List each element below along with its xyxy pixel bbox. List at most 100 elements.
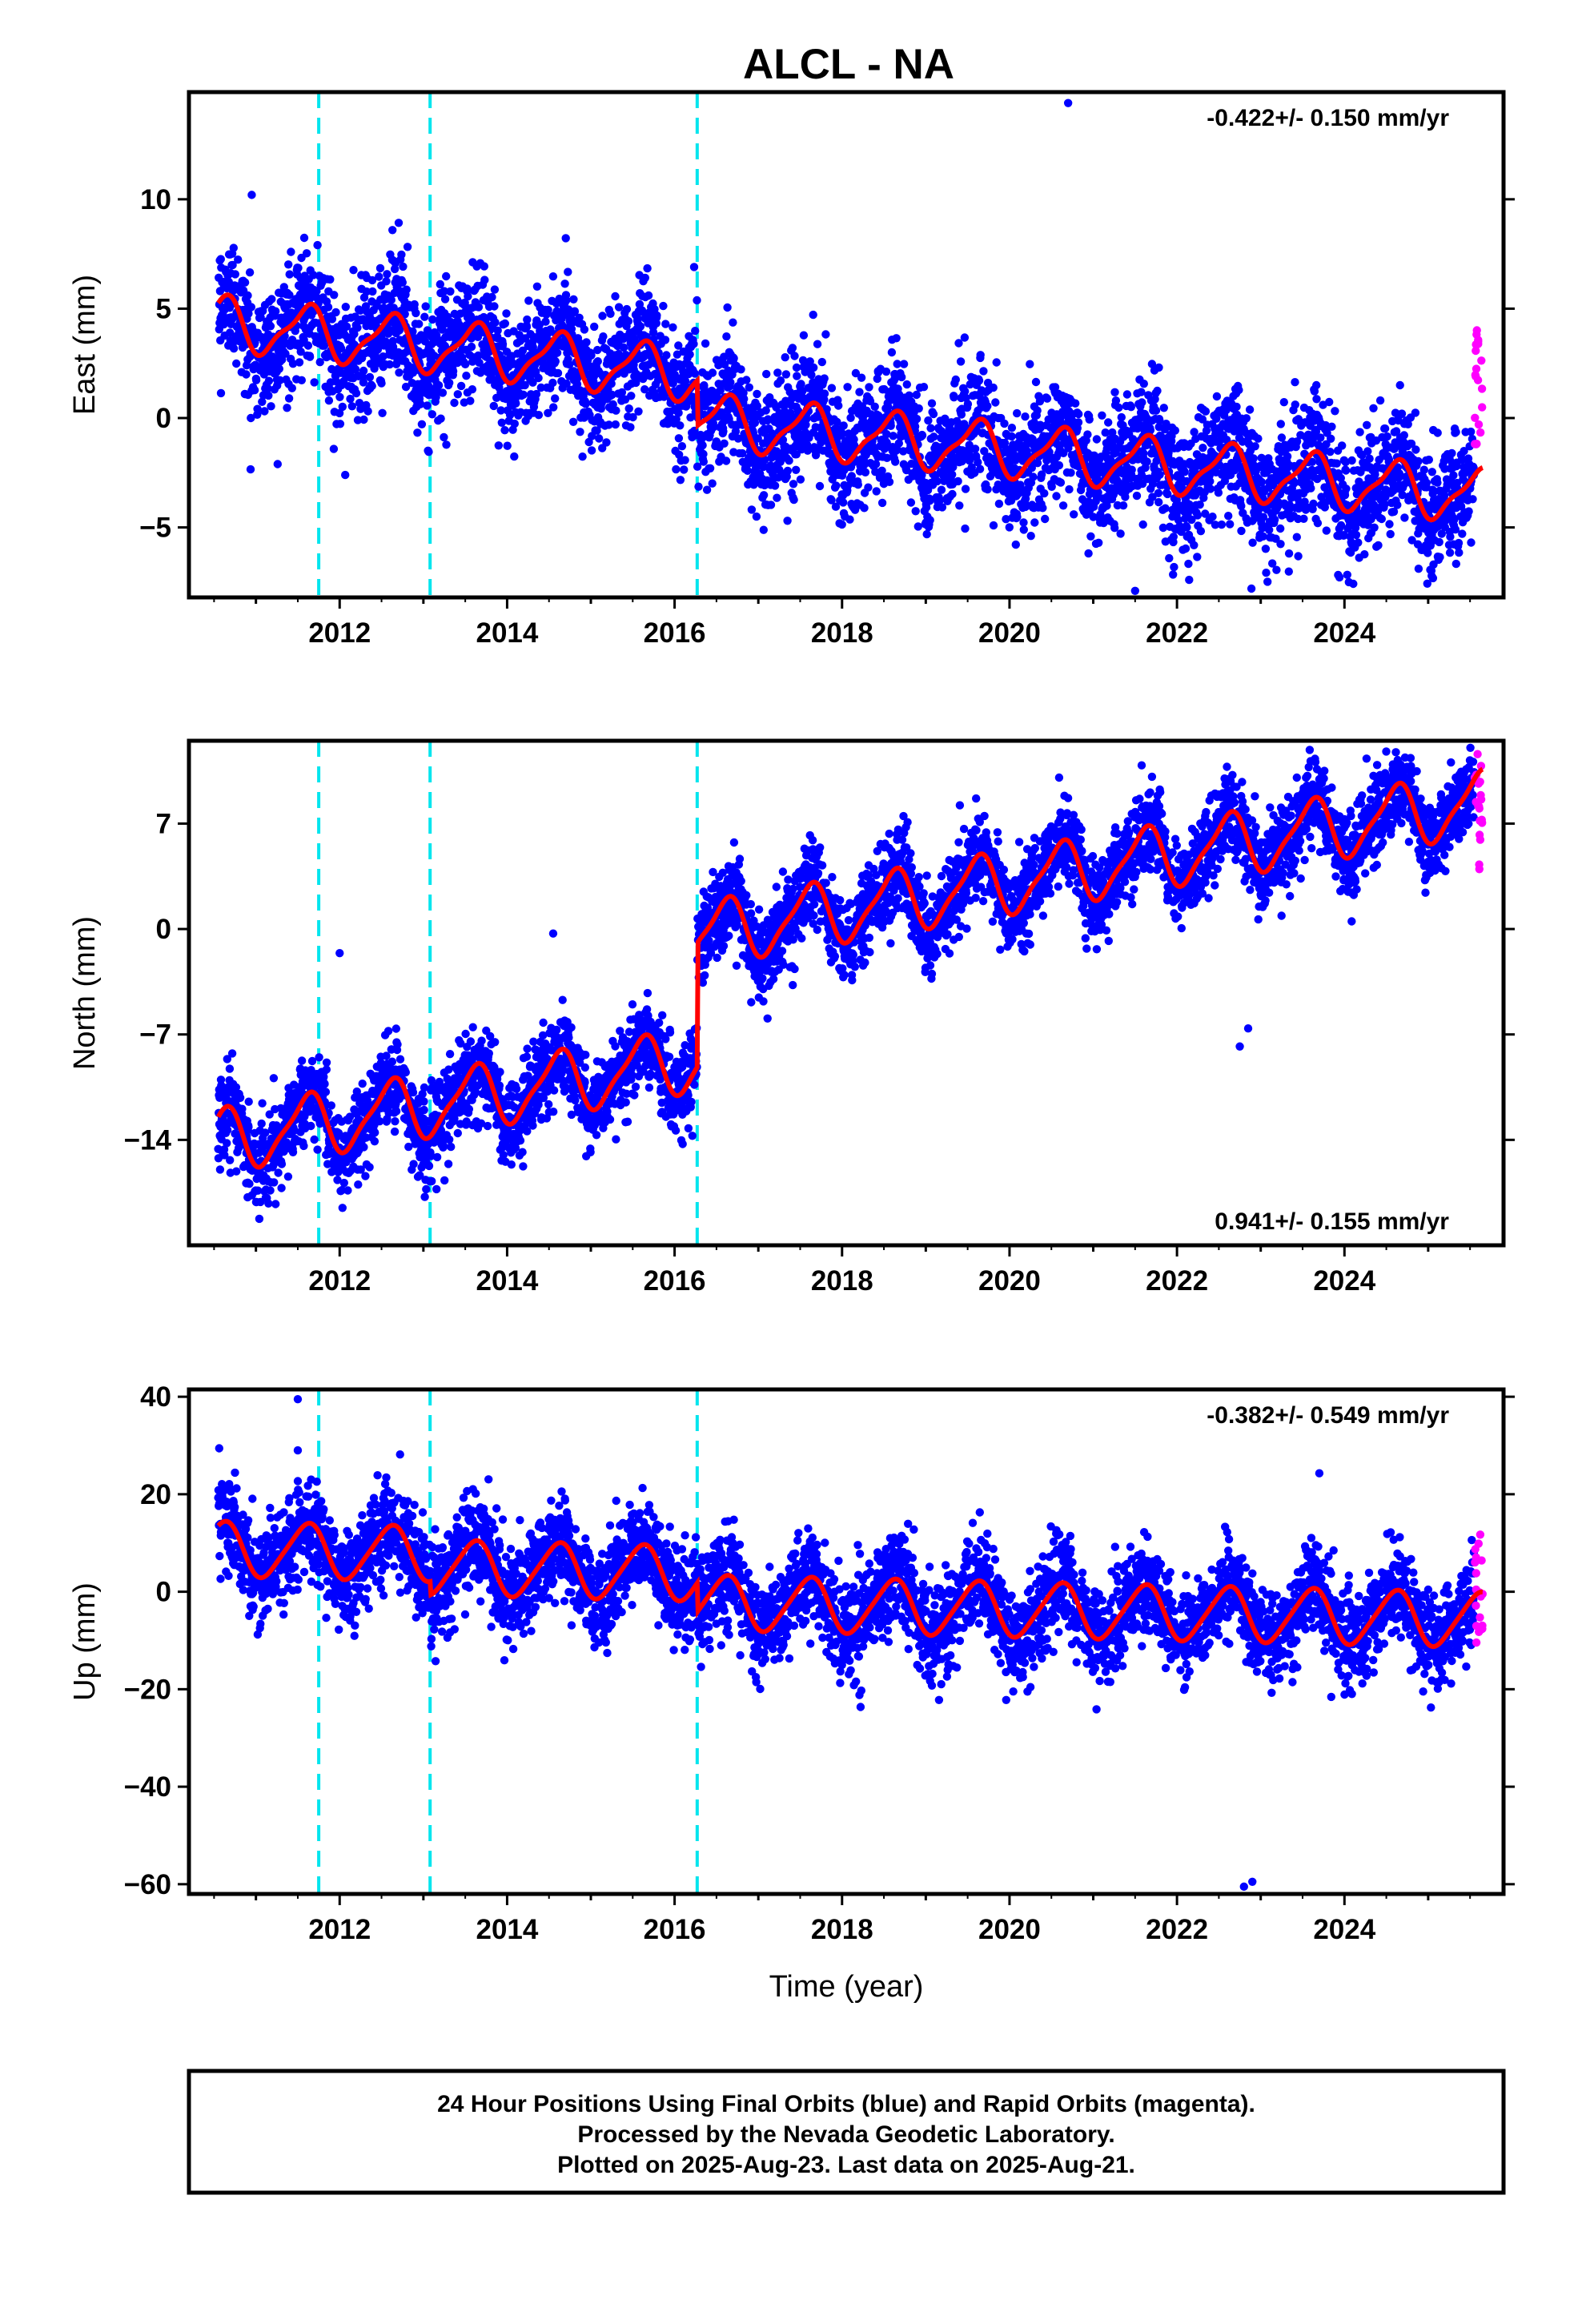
data-point [1452,428,1460,436]
data-point [1169,533,1178,541]
data-point [1309,499,1318,509]
data-point [1261,545,1271,553]
data-point [628,412,637,422]
data-point [285,291,294,300]
data-point [802,414,811,424]
data-point [309,271,318,279]
data-point [838,429,847,438]
data-point [614,303,624,312]
data-point [1435,537,1443,547]
data-point [532,368,540,376]
data-point [926,424,935,432]
data-point [670,370,679,379]
data-point [627,392,636,400]
data-point [1276,420,1286,428]
data-point [287,384,296,392]
data-point [216,255,225,263]
data-point [926,497,934,505]
data-point [1419,465,1429,474]
data-point [244,309,253,318]
data-point [287,247,295,256]
data-point [1161,504,1170,513]
data-point [759,491,769,500]
data-point [877,466,886,475]
data-point [216,388,226,398]
data-point [831,502,841,511]
data-point [661,320,670,328]
data-point [1019,525,1029,534]
data-point [593,357,602,366]
data-point [950,393,958,402]
data-point [872,487,881,496]
data-point [310,378,319,387]
data-point [822,404,831,414]
rapid-point [1472,326,1481,335]
data-point [1276,524,1285,533]
data-point [480,275,489,284]
data-point [837,520,846,529]
data-point [689,340,698,348]
rapid-point [1476,428,1485,437]
data-point [410,300,419,309]
data-point [702,485,712,494]
data-point [1098,411,1106,420]
data-point [860,504,869,513]
data-point [1190,541,1199,549]
data-point [1375,396,1385,405]
data-point [1291,400,1300,409]
data-point [424,448,433,456]
data-point [917,471,926,480]
data-point [1342,485,1351,493]
data-point [1397,409,1407,418]
data-point [561,234,570,243]
data-point [438,388,448,397]
data-point [729,354,738,363]
data-point [1325,397,1334,407]
data-point [617,388,627,397]
data-point [377,379,386,388]
data-point [275,376,284,384]
data-point [797,380,805,388]
data-point [893,360,901,368]
x-tick-label: 2012 [308,617,371,649]
data-point [865,396,875,406]
data-point [534,373,543,383]
data-point [450,398,459,408]
data-point [1249,454,1258,463]
x-tick-label: 2014 [476,617,538,649]
data-point [809,310,817,320]
data-point [1117,412,1126,422]
data-point [1163,489,1172,499]
data-point [1165,553,1174,563]
rapid-point [1477,384,1487,393]
data-point [544,408,552,417]
x-tick-label: 2020 [978,617,1041,649]
data-point [781,396,790,405]
data-point [1212,392,1222,401]
data-point [402,285,411,294]
data-point [1245,405,1255,414]
data-point [510,419,519,428]
data-point [674,408,683,417]
data-point [975,464,985,473]
data-point [243,291,252,300]
data-point [598,444,607,452]
data-point [445,378,454,388]
data-point [226,1156,235,1164]
data-point [1142,457,1151,466]
data-point [536,383,545,392]
data-point [799,331,809,340]
data-point [305,352,315,361]
data-point [989,383,998,392]
data-point [1116,529,1125,538]
data-point [689,263,699,271]
data-point [247,413,255,423]
data-point [359,378,368,387]
data-point [1138,520,1147,529]
data-point [1184,559,1193,569]
data-point [839,421,848,430]
data-point [871,460,881,468]
data-point [917,431,927,440]
x-tick-label: 2022 [1146,617,1208,649]
